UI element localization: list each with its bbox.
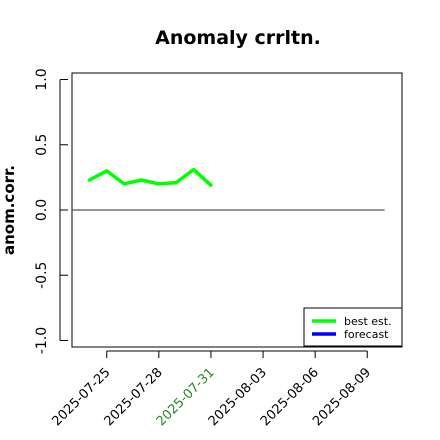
legend-box [303,307,403,347]
y-tick-label: -1.0 [34,327,50,354]
x-axis: 2025-07-252025-07-282025-07-312025-08-03… [50,350,374,429]
legend-label: forecast [344,328,389,341]
chart-title: Anomaly crrltn. [155,27,321,49]
legend: best est.forecast [303,307,403,347]
y-tick-label: -0.5 [34,262,50,289]
y-tick-label: 1.0 [34,68,50,90]
y-tick-label: 0.5 [34,134,50,156]
plot-area [72,167,385,211]
y-axis: -1.0 -0.5 0.0 0.5 1.0 [34,68,68,354]
y-tick-label: 0.0 [34,199,50,221]
series-line-best-est [87,167,213,187]
legend-label: best est. [344,315,392,328]
y-axis-label: anom.corr. [0,165,18,255]
